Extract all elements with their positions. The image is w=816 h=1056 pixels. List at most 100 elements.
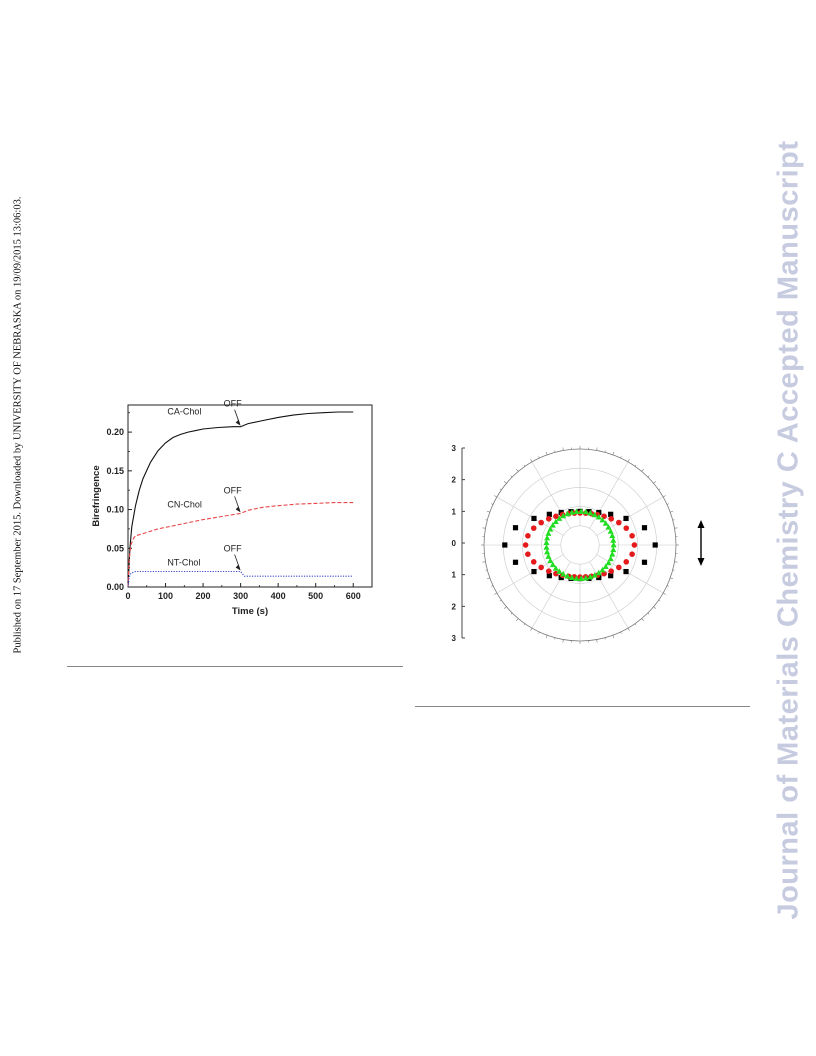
polar-rim-tick xyxy=(612,635,615,639)
series-line-ca-chol xyxy=(127,411,354,588)
radial-axis-label: 0 xyxy=(452,539,457,548)
off-annotation: OFF xyxy=(224,399,242,409)
triangle-marker xyxy=(595,513,602,520)
polar-rim-tick xyxy=(562,639,564,643)
radial-axis-label: 2 xyxy=(452,602,457,611)
triangle-marker xyxy=(547,557,554,564)
triangle-marker xyxy=(545,553,552,559)
circle-marker xyxy=(522,542,529,548)
triangle-marker xyxy=(552,565,559,571)
polar-rim-tick xyxy=(482,527,486,529)
y-tick-label: 0.00 xyxy=(106,582,124,592)
triangle-marker xyxy=(602,520,609,526)
triangle-marker xyxy=(552,518,559,525)
polar-rim-tick xyxy=(538,631,540,634)
circle-marker xyxy=(616,564,622,571)
polar-rim-tick xyxy=(503,606,507,609)
triangle-marker xyxy=(582,508,589,515)
triangle-marker xyxy=(610,541,617,548)
polar-rim-tick xyxy=(666,503,669,505)
triangle-marker xyxy=(591,511,598,518)
polar-rim-tick xyxy=(482,561,486,563)
radial-axis-label: 1 xyxy=(452,507,457,516)
polar-grid-spoke xyxy=(496,496,564,536)
polar-rim-tick xyxy=(647,475,650,478)
polar-grid-spoke xyxy=(589,561,629,629)
triangle-marker xyxy=(545,530,552,536)
polar-rim-tick xyxy=(666,585,669,587)
off-annotation: OFF xyxy=(224,485,242,495)
triangle-marker xyxy=(564,510,571,517)
triangle-marker xyxy=(609,532,616,539)
square-marker xyxy=(608,511,614,517)
square-marker xyxy=(531,515,537,522)
polar-rim-tick xyxy=(670,510,674,513)
polar-rim-tick xyxy=(674,561,678,563)
square-marker xyxy=(623,515,629,522)
polar-rim-tick xyxy=(634,464,637,467)
publication-note-text: Published on 17 September 2015. Download… xyxy=(12,196,24,654)
journal-watermark-text: Journal of Materials Chemistry C Accepte… xyxy=(772,140,805,920)
square-marker xyxy=(531,568,537,575)
polar-rim-tick xyxy=(545,635,548,639)
polar-rim-tick xyxy=(596,639,598,643)
polar-rim-tick xyxy=(634,623,637,626)
y-tick-label: 0.15 xyxy=(106,466,124,476)
polar-rim-tick xyxy=(620,456,622,459)
series-label-cn-chol: CN-Chol xyxy=(167,499,202,509)
circle-marker xyxy=(525,533,531,539)
chart1-plot-frame xyxy=(127,404,373,588)
polar-rim-tick xyxy=(486,510,490,513)
triangle-marker xyxy=(547,526,554,532)
series-line-cn-chol xyxy=(127,502,354,588)
circle-marker xyxy=(530,525,537,531)
polar-rim-tick xyxy=(653,606,657,609)
circle-marker xyxy=(608,568,615,575)
publication-note: Published on 17 September 2015. Download… xyxy=(12,190,24,660)
polar-rim-tick xyxy=(499,488,502,491)
polar-rim-tick xyxy=(486,577,490,580)
square-marker xyxy=(623,568,629,575)
circle-marker xyxy=(616,519,622,526)
x-tick-label: 300 xyxy=(233,591,248,601)
polar-rim-tick xyxy=(612,451,615,455)
x-tick-label: 400 xyxy=(271,591,286,601)
circle-marker xyxy=(538,564,544,571)
polar-rim-tick xyxy=(494,495,498,498)
polar-rim-tick xyxy=(491,585,494,587)
polar-rim-tick xyxy=(647,612,650,615)
polar-rim-tick xyxy=(674,527,678,529)
triangle-marker xyxy=(560,512,567,519)
triangle-marker xyxy=(607,555,614,562)
polar-rim-tick xyxy=(510,612,513,615)
square-marker xyxy=(546,573,552,579)
triangle-marker xyxy=(556,515,563,521)
square-marker xyxy=(652,542,658,548)
figure2-divider xyxy=(415,706,750,707)
y-tick-label: 0.10 xyxy=(106,505,124,515)
circle-marker xyxy=(608,515,615,522)
polar-rim-tick xyxy=(662,495,666,498)
triangle-marker xyxy=(578,575,585,581)
polar-rim-tick xyxy=(530,459,533,463)
triangle-marker xyxy=(582,574,589,581)
polar-grid-spoke xyxy=(596,554,664,594)
radial-axis-label: 3 xyxy=(452,634,457,643)
polar-rim-tick xyxy=(503,481,507,484)
triangle-marker xyxy=(610,546,617,553)
circle-marker xyxy=(623,559,630,565)
triangle-marker xyxy=(544,534,551,541)
triangle-marker xyxy=(591,571,598,578)
radial-axis-label: 3 xyxy=(452,444,457,453)
polar-grid-ring xyxy=(560,525,600,565)
journal-watermark: Journal of Materials Chemistry C Accepte… xyxy=(765,130,813,930)
y-tick-label: 0.05 xyxy=(106,543,124,553)
x-tick-label: 200 xyxy=(196,591,211,601)
circle-marker xyxy=(538,519,544,526)
square-marker xyxy=(586,509,592,515)
polar-rim-tick xyxy=(530,627,533,631)
polar-rim-tick xyxy=(641,618,644,622)
polar-rim-tick xyxy=(658,599,661,602)
circle-marker xyxy=(545,515,552,522)
triangle-marker xyxy=(578,508,585,514)
